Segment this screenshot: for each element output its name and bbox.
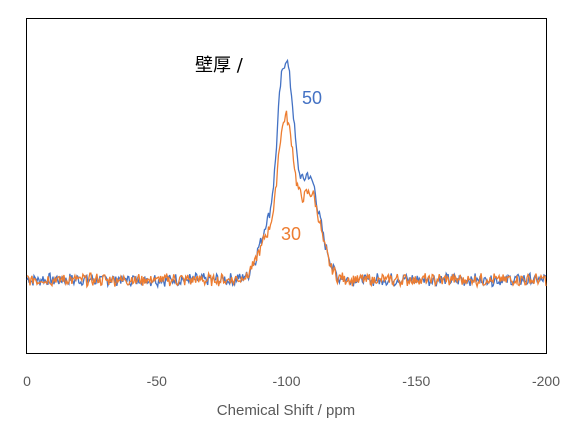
series-line-30	[26, 110, 547, 289]
x-tick-label: 0	[23, 373, 31, 389]
series-curves	[26, 58, 547, 290]
x-axis-label: Chemical Shift / ppm	[217, 402, 355, 419]
x-tick-label: -50	[147, 373, 167, 389]
x-tick-label: -150	[402, 373, 430, 389]
series-label-50: 50	[302, 88, 322, 108]
wall-thickness-annotation: 壁厚 /	[195, 55, 244, 76]
x-tick-label: -200	[532, 373, 560, 389]
series-label-30: 30	[281, 224, 301, 244]
x-tick-labels: 0 -50 -100 -150 -200	[23, 373, 560, 389]
series-line-50	[26, 58, 547, 290]
plot-frame	[26, 18, 547, 354]
x-tick-label: -100	[272, 373, 300, 389]
